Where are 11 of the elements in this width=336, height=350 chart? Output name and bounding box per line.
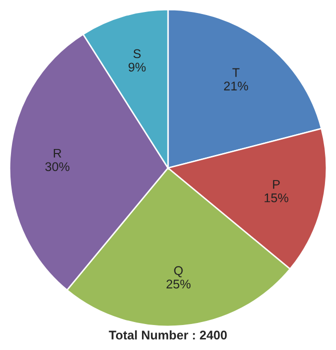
text: Total Number : 2400 (108, 330, 227, 340)
data-label: 21% (224, 82, 248, 90)
data-label: 9% (128, 62, 146, 72)
slice-label: T (232, 68, 240, 77)
slice-label: S (133, 49, 141, 58)
data-label: 30% (45, 162, 70, 172)
slice-label: P (273, 180, 280, 189)
slice-label: R (54, 148, 62, 158)
slice-label: Q (174, 266, 183, 278)
data-label: 25% (166, 280, 190, 288)
data-label: 15% (264, 193, 288, 202)
